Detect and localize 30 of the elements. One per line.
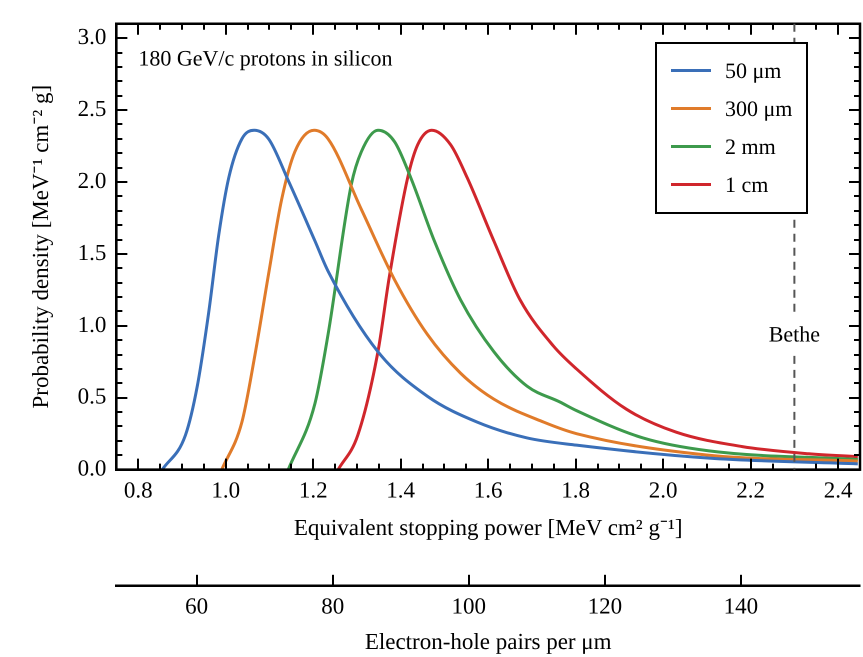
x-axis-title: Equivalent stopping power [MeV cm² g⁻¹] <box>294 515 683 540</box>
y-tick-label: 3.0 <box>78 24 106 50</box>
ref-line-label: Bethe <box>768 322 820 347</box>
x-tick-label: 2.2 <box>736 477 766 502</box>
legend-label: 50 μm <box>725 58 782 84</box>
x-tick-label: 1.2 <box>298 477 328 502</box>
y-tick-label: 2.0 <box>78 168 106 194</box>
x-tick-label: 1.8 <box>561 477 590 502</box>
y-tick-label: 0.5 <box>78 384 106 409</box>
x-tick-label: 2.0 <box>648 477 678 502</box>
y-tick-label: 2.5 <box>78 96 106 122</box>
x-tick-label: 1.0 <box>211 477 240 502</box>
x-tick-label: 1.6 <box>474 477 503 502</box>
annotation: 180 GeV/c protons in silicon <box>138 46 393 71</box>
x2-tick-label: 80 <box>321 594 344 619</box>
x2-tick-label: 60 <box>185 594 208 619</box>
legend-label: 1 cm <box>725 172 768 198</box>
y-tick-label: 1.5 <box>78 240 106 265</box>
x-tick-label: 0.8 <box>124 477 153 502</box>
x-tick-label: 1.4 <box>386 477 416 502</box>
legend-label: 300 μm <box>725 96 792 122</box>
x2-tick-label: 140 <box>724 594 758 619</box>
x2-tick-label: 100 <box>452 594 486 619</box>
legend-label: 2 mm <box>725 134 776 160</box>
y-tick-label: 0.0 <box>78 456 106 481</box>
x2-axis-title: Electron-hole pairs per μm <box>364 629 612 654</box>
x2-tick-label: 120 <box>588 594 622 619</box>
x-tick-label: 2.4 <box>824 477 854 502</box>
y-tick-label: 1.0 <box>78 312 106 337</box>
y-axis-title: Probability density [MeV⁻¹ cm⁻² g] <box>28 84 53 409</box>
